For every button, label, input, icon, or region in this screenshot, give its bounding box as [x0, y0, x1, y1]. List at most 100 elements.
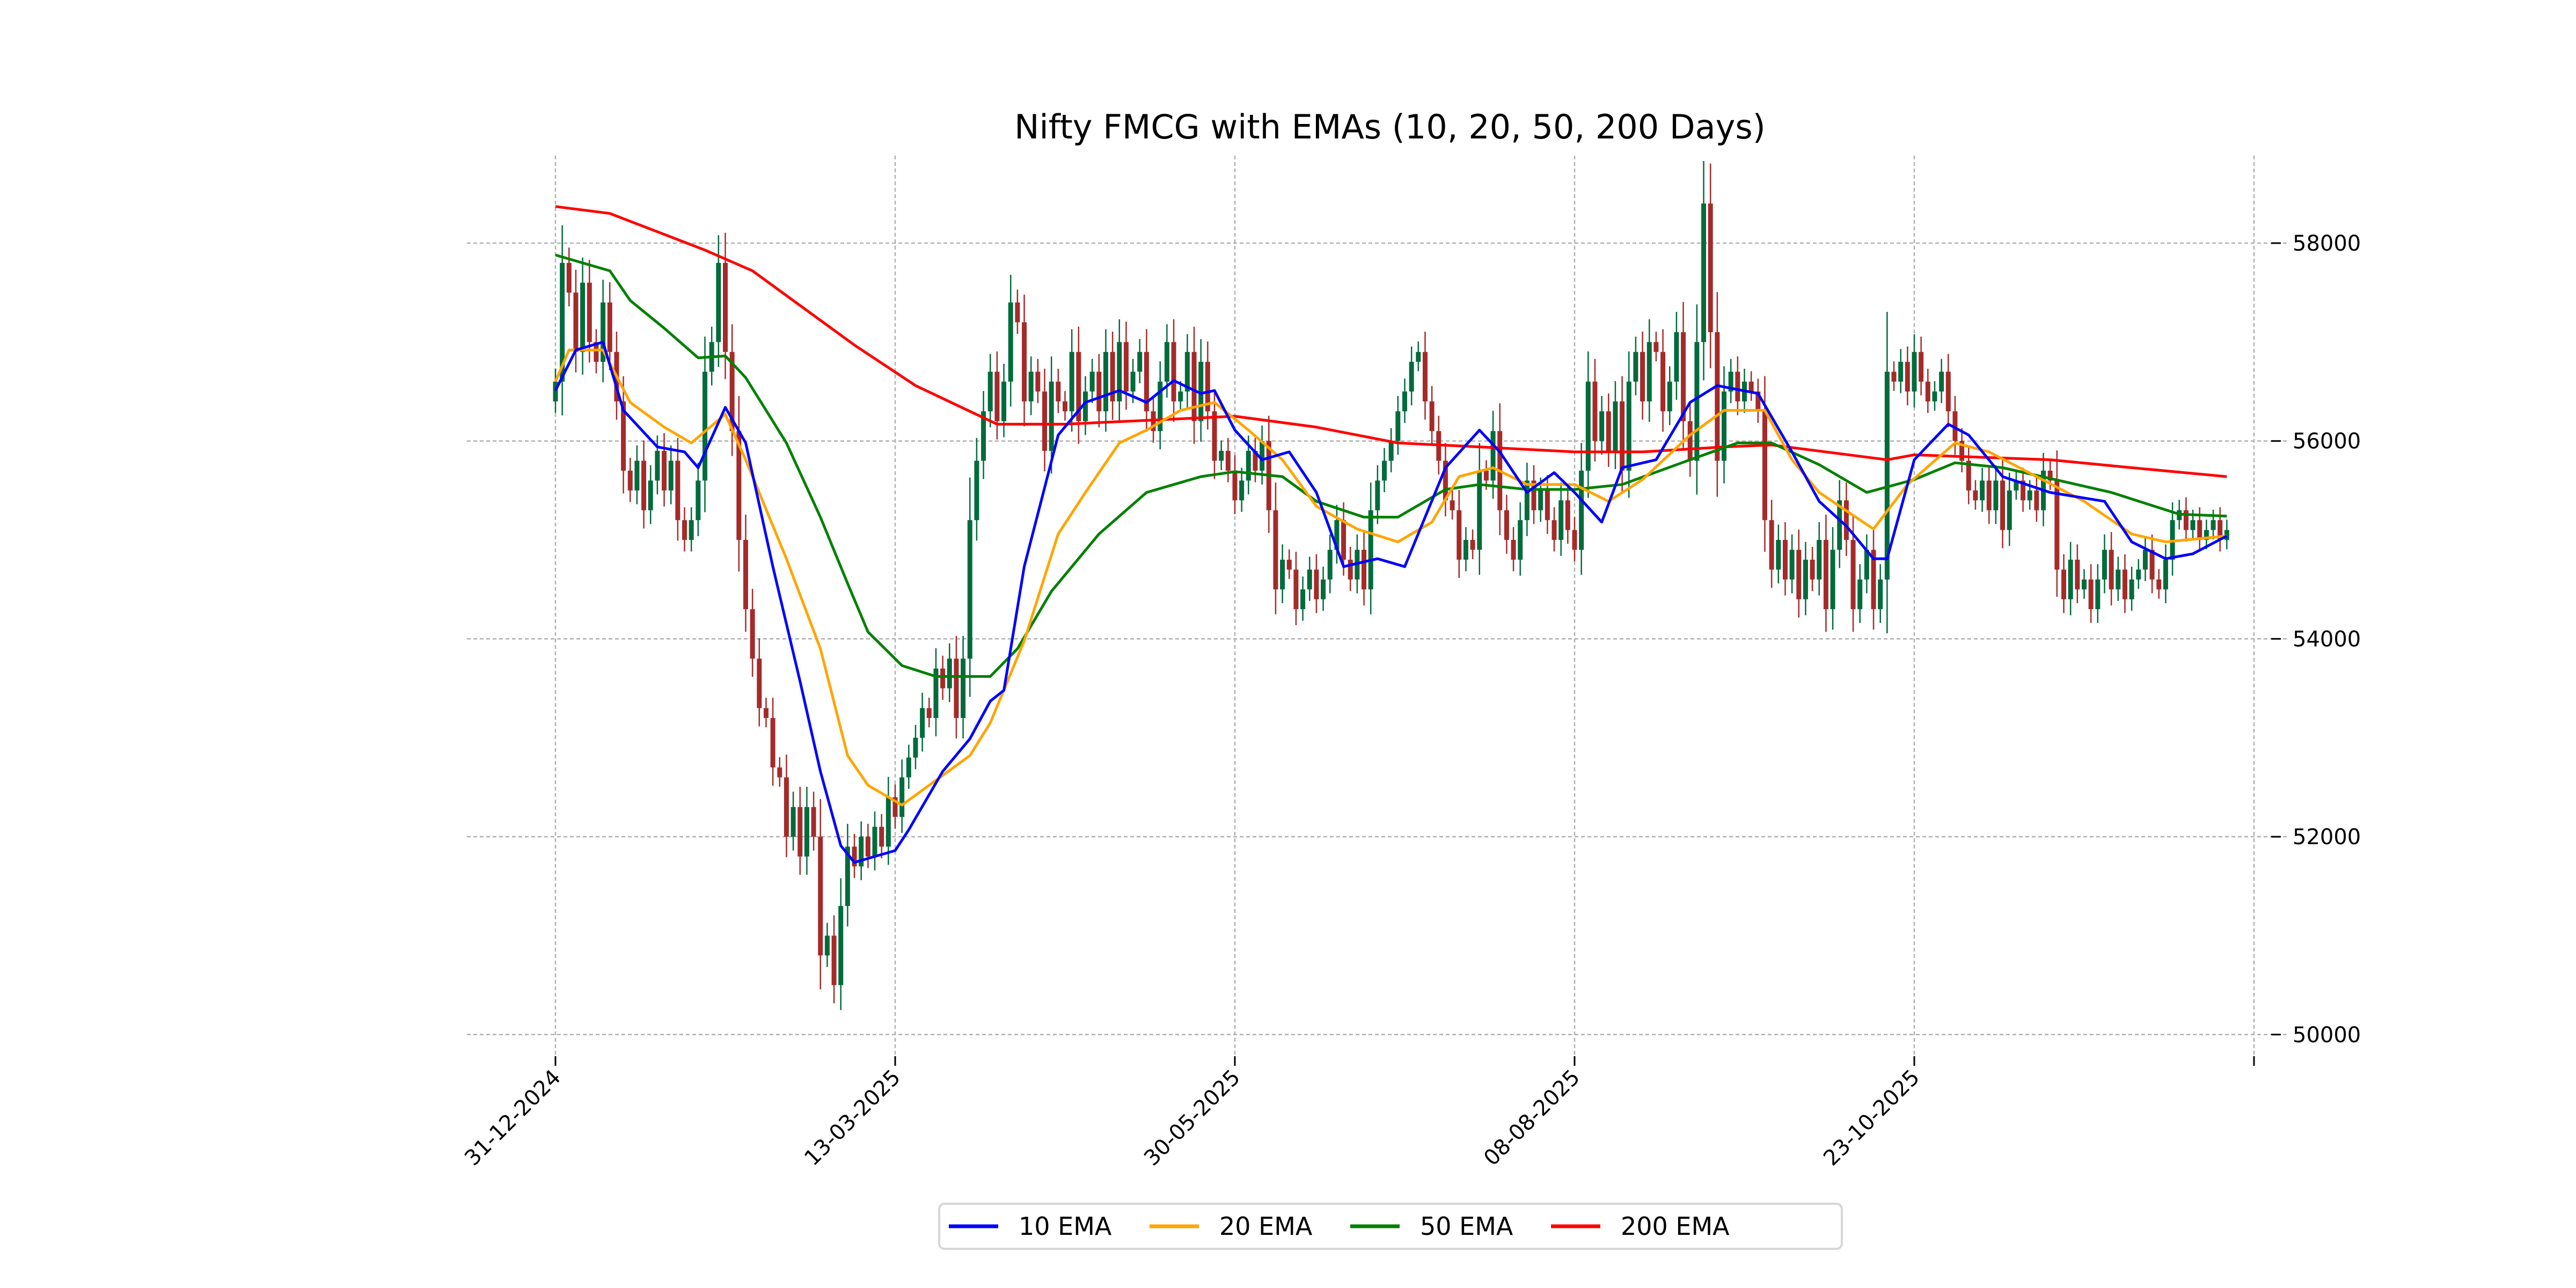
candle-body-up [1402, 391, 1407, 412]
candle-body-down [1273, 510, 1278, 590]
candle-body-up [987, 371, 993, 412]
candle-body-down [1919, 352, 1924, 382]
candle-body-up [1416, 352, 1421, 362]
candle-body-down [2021, 480, 2026, 501]
candle-body-down [1171, 342, 1176, 401]
candle-body-up [2224, 530, 2229, 540]
candle-body-down [2109, 550, 2114, 590]
candle-body-up [1878, 579, 1883, 610]
candle-body-down [1191, 352, 1197, 421]
candle-body-down [818, 837, 823, 956]
candle-body-down [1843, 500, 1849, 540]
candle-body-up [791, 807, 796, 837]
y-tick-label: 56000 [2293, 429, 2361, 454]
candle-body-down [594, 342, 599, 362]
candle-body-down [1429, 401, 1435, 431]
candle-body-up [1375, 480, 1380, 510]
candle-body-down [777, 767, 782, 778]
candle-body-up [2102, 550, 2107, 580]
grid-lines [467, 156, 2289, 1055]
chart-title: Nifty FMCG with EMAs (10, 20, 50, 200 Da… [1014, 107, 1766, 147]
candle-body-up [1164, 342, 1169, 382]
candle-body-down [940, 668, 946, 689]
candle-body-up [906, 757, 911, 778]
ema-line-10-ema [554, 340, 2228, 864]
candle-body-up [1837, 500, 1842, 550]
candle-body-up [1334, 520, 1340, 550]
candle-body-up [634, 460, 640, 491]
candle-body-down [627, 471, 633, 491]
candle-body-down [723, 262, 728, 352]
candle-body-down [1796, 550, 1802, 599]
candle-body-up [2163, 559, 2168, 590]
candle-body-down [2197, 520, 2202, 540]
candle-body-up [2116, 569, 2121, 590]
candle-body-down [1762, 411, 1767, 521]
candle-body-up [1158, 382, 1163, 431]
candle-body-down [1253, 451, 1258, 471]
candle-body-down [1470, 540, 1475, 550]
candle-body-down [2183, 510, 2189, 530]
candle-body-down [573, 292, 579, 352]
candle-body-up [1069, 352, 1074, 412]
candle-body-down [736, 431, 742, 540]
candle-body-down [2122, 569, 2127, 599]
candle-body-up [1395, 411, 1401, 441]
candle-body-up [1980, 480, 1985, 501]
candle-body-down [1232, 471, 1238, 501]
candle-body-down [2034, 490, 2039, 510]
candle-body-down [852, 846, 857, 867]
candle-body-up [2211, 520, 2216, 530]
candle-body-up [1694, 342, 1700, 461]
candle-body-down [1545, 490, 1550, 521]
candle-body-up [845, 846, 850, 906]
candle-body-down [1314, 569, 1319, 599]
candle-body-up [1803, 559, 1808, 599]
candle-body-up [1912, 352, 1917, 392]
candle-body-down [784, 777, 789, 837]
candle-body-down [1341, 520, 1346, 560]
ema-line-200-ema [555, 205, 2227, 478]
candle-body-down [1531, 480, 1536, 510]
candle-body-down [1660, 352, 1666, 412]
candle-body-up [1646, 342, 1652, 401]
candle-body-up [2068, 559, 2073, 599]
candle-body-up [933, 668, 939, 718]
candle-body-down [729, 352, 735, 431]
candle-body-down [1056, 382, 1061, 401]
candle-body-down [2218, 520, 2223, 540]
candle-body-up [872, 826, 877, 857]
candle-body-down [1891, 371, 1897, 382]
candle-body-down [587, 282, 592, 342]
candle-body-up [580, 282, 586, 352]
candle-body-down [1708, 203, 1713, 332]
candle-body-up [1260, 441, 1265, 471]
candle-body-up [1178, 391, 1183, 401]
candle-body-up [2014, 480, 2019, 491]
candle-body-down [2156, 579, 2162, 590]
candle-body-down [750, 609, 755, 659]
ema-line-50-ema [555, 253, 2227, 678]
candle-body-up [1219, 451, 1224, 461]
candle-body-up [716, 262, 721, 342]
candle-body-down [1015, 302, 1020, 323]
candle-body-down [607, 302, 612, 352]
candle-body-down [1096, 371, 1102, 412]
candle-body-up [1789, 550, 1795, 580]
candle-body-down [1748, 382, 1754, 392]
candle-body-down [1110, 352, 1115, 401]
candle-body-down [1063, 401, 1067, 412]
candle-body-up [668, 460, 674, 491]
candle-body-up [1599, 411, 1605, 441]
candle-body-down [1905, 362, 1910, 392]
candle-body-up [689, 520, 694, 540]
candle-body-down [2088, 579, 2094, 610]
candle-body-down [1348, 559, 1353, 580]
candle-body-down [675, 460, 680, 521]
candle-body-up [1585, 382, 1591, 471]
candle-body-down [1286, 559, 1292, 570]
candle-body-up [1280, 559, 1285, 590]
candle-body-up [1626, 382, 1631, 471]
candle-body-up [1049, 382, 1054, 451]
candle-body-down [1483, 471, 1489, 481]
